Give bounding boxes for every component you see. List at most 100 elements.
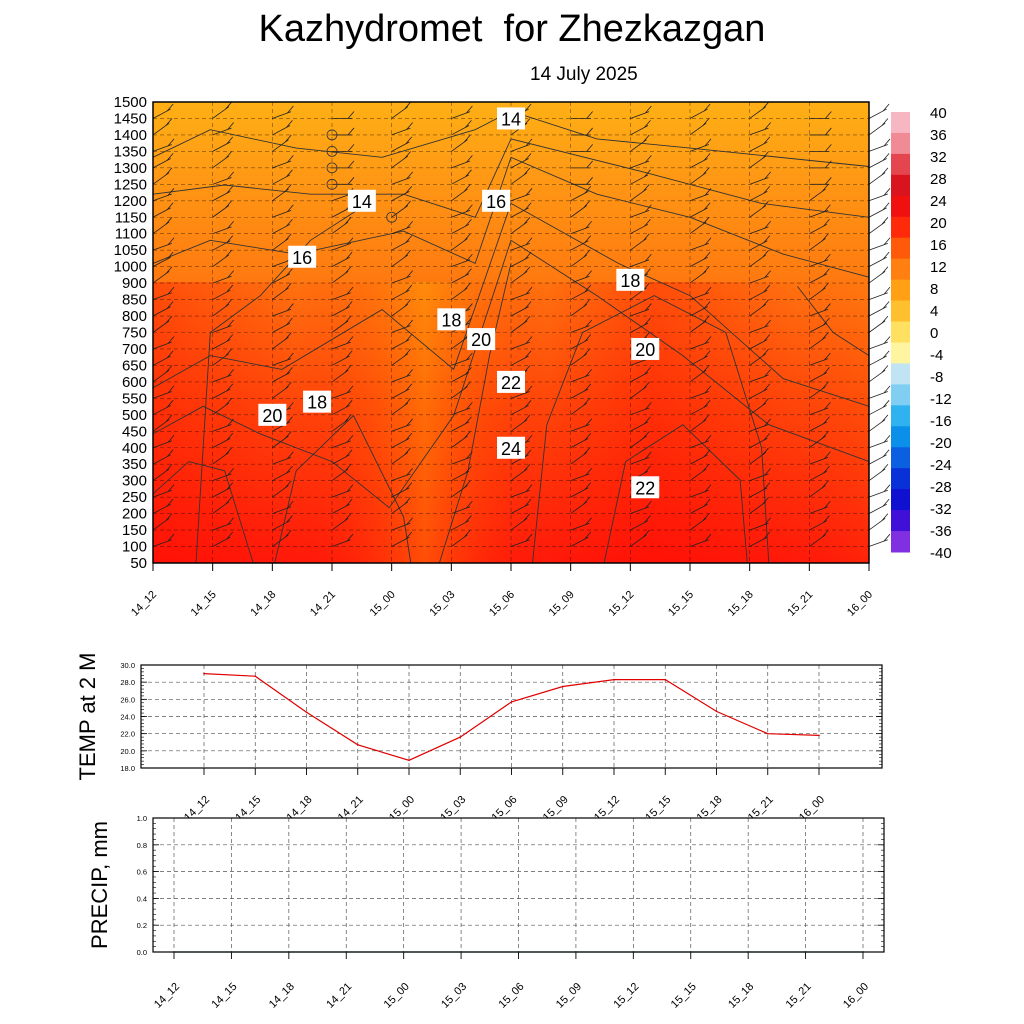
wind-barb-flag [227, 517, 235, 525]
colorbar-label: -24 [930, 457, 952, 474]
wind-barb-flag [883, 435, 891, 443]
wind-barb-flag [167, 336, 175, 344]
contour-label-text: 18 [620, 271, 640, 291]
colorbar-swatch [891, 132, 910, 155]
heatmap-x-tick-label: 15_09 [547, 589, 577, 619]
wind-barb-flag [825, 160, 832, 169]
wind-barb-flag [225, 348, 232, 357]
colorbar-swatch [891, 279, 910, 302]
wind-barb-flag [883, 533, 891, 542]
wind-barb-flag [404, 151, 411, 159]
contour-label: 14 [347, 189, 376, 212]
contour-label-text: 14 [352, 192, 372, 212]
heatmap-x-tick-label: 15_00 [368, 589, 398, 619]
temperature-data-point [305, 711, 308, 714]
temperature-data-point [613, 678, 615, 681]
wind-barb-flag [167, 484, 175, 492]
wind-barb-flag [167, 286, 175, 295]
wind-barb-flag [583, 447, 590, 456]
wind-barb-flag [762, 398, 769, 406]
wind-barb-flag [346, 484, 354, 492]
colorbar-label: 12 [930, 259, 947, 276]
heatmap-y-tick-label: 500 [122, 407, 147, 424]
colorbar-label: 36 [930, 127, 947, 144]
wind-barb-flag [762, 101, 769, 110]
heatmap-y-tick-label: 600 [122, 374, 147, 391]
wind-barb-flag [404, 496, 411, 505]
wind-barb-flag [583, 496, 590, 505]
heatmap-border [152, 101, 870, 564]
wind-barb-flag [284, 480, 292, 488]
wind-barb-flag [225, 496, 232, 505]
wind-barb-flag [406, 369, 414, 377]
temperature-data-point [459, 736, 462, 738]
wind-barb-flag [167, 237, 175, 245]
contour-label-box [497, 436, 525, 459]
temperature-y-tick-label: 26.0 [120, 695, 135, 704]
wind-barb-flag [165, 315, 173, 324]
wind-barb-flag [583, 200, 590, 209]
wind-barb-flag [165, 414, 173, 423]
contour-label-box [467, 328, 496, 351]
wind-barb-flag [586, 177, 593, 185]
colorbar-label: 16 [930, 237, 947, 254]
wind-barb-flag [823, 367, 830, 375]
colorbar-swatch [891, 237, 910, 260]
chart-subtitle: 14 July 2025 [530, 64, 638, 85]
wind-barb-flag [226, 432, 234, 441]
wind-barb-flag [703, 350, 711, 359]
contour-label-text: 14 [501, 109, 521, 129]
wind-barb-flag [344, 464, 352, 472]
wind-barb-flag [882, 202, 890, 210]
wind-barb-flag [584, 383, 592, 392]
wind-barb-flag [763, 136, 771, 145]
wind-barb-flag [823, 268, 830, 276]
wind-barb-flag [644, 515, 651, 523]
colorbar-label: 32 [930, 149, 947, 166]
wind-barb-flag [225, 398, 232, 406]
wind-barb-flag [167, 533, 175, 542]
wind-barb-flag [883, 385, 891, 394]
wind-barb-flag [463, 381, 471, 390]
wind-barb-flag [584, 482, 592, 490]
colorbar-label: 24 [930, 193, 947, 210]
wind-barb-flag [225, 249, 232, 258]
wind-barb-flag [166, 350, 174, 359]
contour-label-box [631, 476, 660, 499]
wind-barb-flag [762, 299, 769, 307]
wind-barb-flag [286, 416, 293, 425]
wind-barb-flag [583, 299, 590, 307]
wind-barb-flag [524, 103, 532, 112]
wind-barb-flag [166, 202, 174, 210]
wind-barb-flag [405, 235, 413, 243]
precipitation-x-tick-label: 15_03 [439, 981, 469, 1011]
wind-barb-flag [584, 334, 592, 342]
heatmap-y-tick-label: 400 [122, 440, 147, 457]
wind-barb-flag [823, 218, 830, 227]
heatmap-y-tick-label: 150 [122, 522, 147, 539]
contour-label-text: 18 [441, 310, 461, 330]
wind-barb-flag [702, 414, 710, 423]
wind-barb-flag [465, 218, 472, 227]
colorbar-swatch [891, 300, 910, 323]
wind-barb-flag [166, 301, 174, 309]
wind-barb-flag [523, 414, 531, 423]
wind-barb-flag [286, 515, 293, 523]
wind-barb-flag [524, 153, 532, 161]
wind-barb-flag [645, 451, 652, 460]
contour-label: 22 [631, 476, 660, 499]
wind-barb-flag [882, 153, 890, 161]
wind-barb-flag [642, 381, 650, 390]
wind-barb-flag [763, 482, 771, 490]
colorbar-swatch [891, 112, 910, 134]
wind-barb-flag [821, 480, 829, 488]
wind-barb-flag [524, 202, 532, 210]
contour-label: 18 [437, 308, 466, 331]
temperature-y-tick-label: 24.0 [120, 713, 135, 722]
contour-label: 16 [482, 189, 511, 212]
wind-barb-flag [881, 167, 889, 176]
wind-barb-flag [882, 301, 890, 309]
colorbar-label: -8 [930, 369, 943, 386]
contour-label: 22 [497, 370, 525, 393]
wind-barb-flag [287, 500, 294, 509]
